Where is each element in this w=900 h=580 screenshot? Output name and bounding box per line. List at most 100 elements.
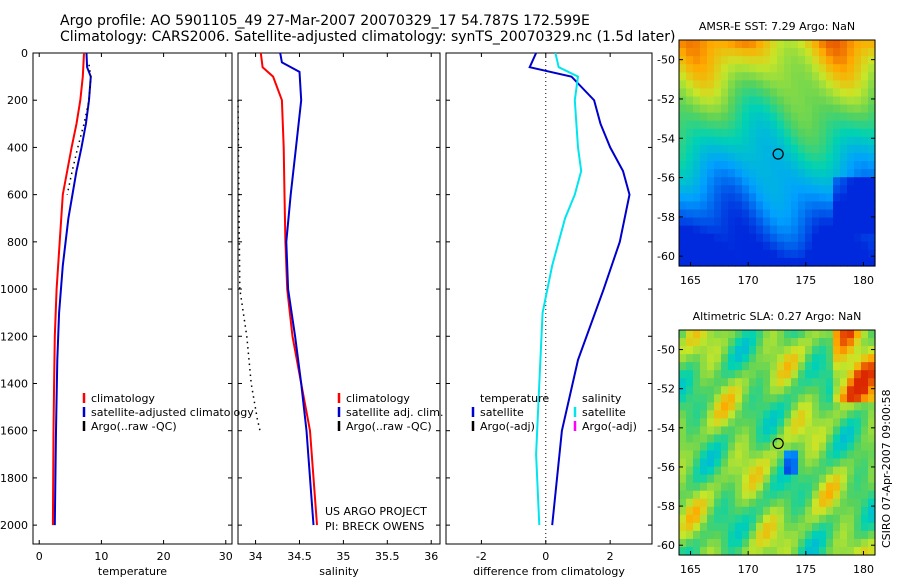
- map-cell: [826, 153, 834, 162]
- map-cell: [686, 104, 694, 114]
- map-cell: [756, 233, 764, 243]
- map-cell: [826, 538, 834, 548]
- map-cell: [686, 169, 694, 178]
- map-cell: [693, 128, 701, 138]
- map-cell: [826, 330, 834, 339]
- map-cell: [728, 402, 736, 411]
- map-cell: [707, 378, 715, 387]
- map-cell: [700, 474, 708, 484]
- map-cell: [686, 64, 694, 73]
- map-cell: [693, 88, 701, 98]
- map-cell: [868, 161, 876, 170]
- x-tick-label: 175: [795, 274, 816, 287]
- map-cell: [693, 48, 701, 57]
- map-cell: [784, 80, 792, 90]
- map-cell: [805, 209, 813, 219]
- map-cell: [861, 418, 869, 428]
- map-cell: [749, 378, 757, 387]
- map-cell: [854, 169, 862, 178]
- map-cell: [679, 209, 687, 219]
- map-cell: [777, 418, 785, 428]
- map-cell: [861, 144, 869, 154]
- map-cell: [868, 514, 876, 524]
- map-cell: [868, 56, 876, 65]
- map-cell: [714, 136, 722, 146]
- panel-frame: [445, 52, 653, 545]
- map-cell: [798, 128, 806, 138]
- map-cell: [868, 370, 876, 379]
- map-cell: [798, 48, 806, 57]
- map-cell: [826, 474, 834, 484]
- map-cell: [686, 418, 694, 428]
- map-cell: [805, 177, 813, 186]
- map-cell: [798, 330, 806, 339]
- map-cell: [763, 442, 771, 452]
- map-cell: [784, 410, 792, 419]
- map-cell: [735, 498, 743, 508]
- map-cell: [861, 104, 869, 114]
- map-cell: [679, 88, 687, 98]
- map-cell: [693, 498, 701, 508]
- map-cell: [777, 546, 785, 556]
- map-cell: [756, 201, 764, 211]
- map-cell: [868, 466, 876, 476]
- map-cell: [721, 346, 729, 355]
- map-cell: [749, 136, 757, 146]
- map-cell: [812, 169, 820, 178]
- y-tick-label: 400: [7, 141, 28, 154]
- map-cell: [693, 153, 701, 162]
- map-cell: [686, 241, 694, 251]
- map-cell: [679, 64, 687, 73]
- map-cell: [763, 482, 771, 492]
- map-cell: [784, 378, 792, 387]
- map-title: AMSR-E SST: 7.29 Argo: NaN: [699, 20, 855, 33]
- map-cell: [679, 112, 687, 122]
- map-cell: [763, 410, 771, 419]
- map-cell: [861, 128, 869, 138]
- map-cell: [854, 161, 862, 170]
- map-cell: [805, 120, 813, 130]
- map-cell: [777, 490, 785, 500]
- map-cell: [742, 506, 750, 516]
- map-cell: [784, 40, 792, 49]
- map-cell: [728, 378, 736, 387]
- map-cell: [749, 474, 757, 484]
- map-cell: [770, 426, 778, 436]
- x-tick-label: 165: [680, 274, 701, 287]
- map-cell: [777, 482, 785, 492]
- x-tick-label: 30: [219, 550, 233, 563]
- map-cell: [728, 338, 736, 347]
- map-cell: [868, 506, 876, 516]
- map-cell: [805, 64, 813, 73]
- map-cell: [798, 418, 806, 428]
- map-cell: [854, 40, 862, 49]
- map-cell: [763, 80, 771, 90]
- map-cell: [742, 169, 750, 178]
- map-cell: [812, 185, 820, 194]
- map-cell: [861, 330, 869, 339]
- map-cell: [854, 386, 862, 395]
- map-cell: [854, 209, 862, 219]
- map-cell: [777, 249, 785, 259]
- map-cell: [826, 72, 834, 81]
- map-cell: [805, 128, 813, 138]
- map-cell: [679, 330, 687, 339]
- map-cell: [819, 522, 827, 532]
- map-cell: [833, 410, 841, 419]
- map-cell: [840, 233, 848, 243]
- x-tick-label: -2: [476, 550, 487, 563]
- map-cell: [868, 426, 876, 436]
- map-cell: [833, 56, 841, 65]
- map-cell: [714, 144, 722, 154]
- map-cell: [756, 338, 764, 347]
- map-cell: [840, 362, 848, 371]
- map-cell: [728, 490, 736, 500]
- map-cell: [826, 185, 834, 194]
- map-cell: [686, 136, 694, 146]
- map-cell: [777, 48, 785, 57]
- map-cell: [798, 72, 806, 81]
- legend-header-salinity: salinity: [582, 392, 622, 405]
- map-cell: [798, 233, 806, 243]
- map-cell: [805, 233, 813, 243]
